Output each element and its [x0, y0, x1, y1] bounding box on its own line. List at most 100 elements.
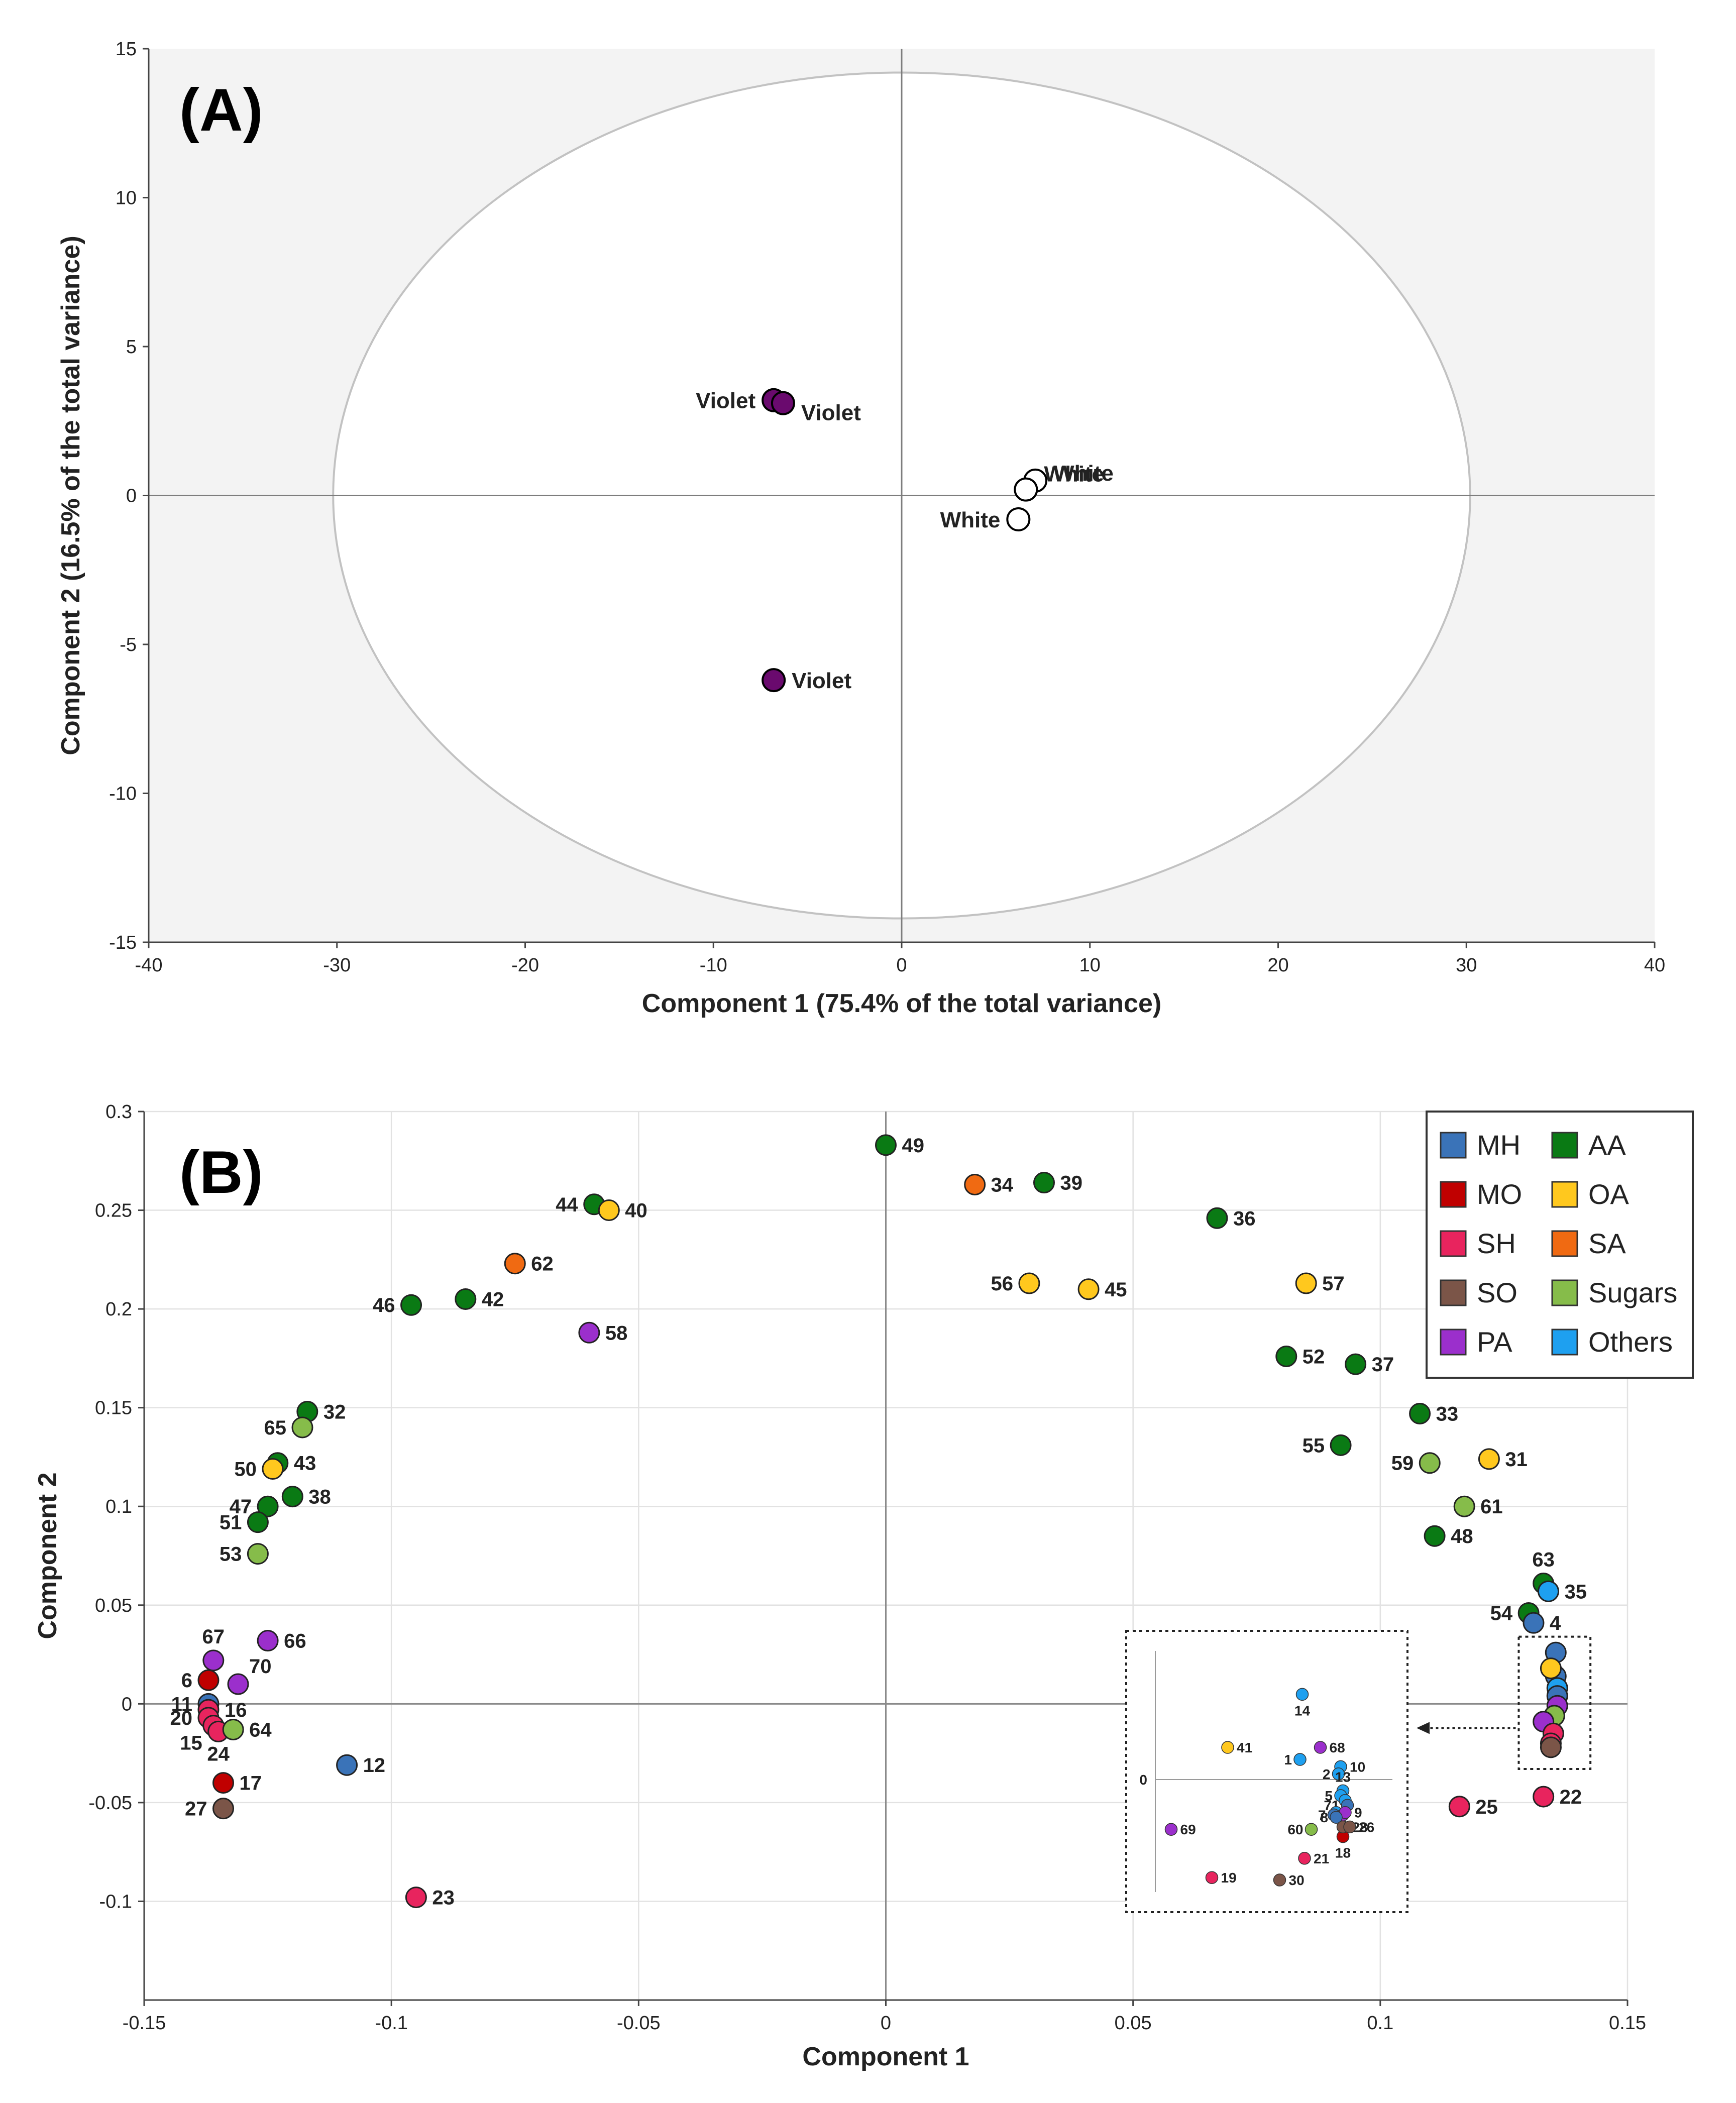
legend-swatch-sugars	[1551, 1279, 1578, 1306]
variable-label: 61	[1480, 1496, 1503, 1518]
y-tick-label-b: 0.15	[95, 1398, 132, 1419]
point-label-a: White	[940, 508, 1001, 532]
variable-label: 64	[249, 1719, 272, 1741]
x-axis-title-b: Component 1	[802, 2042, 969, 2071]
inset-point-sh	[1298, 1852, 1311, 1865]
y-tick-label-a: -5	[120, 634, 137, 655]
panel-a: -40 -30 -20 -10 0 10 20 30 40 15 10 5 0 -5 -10 -15 Compo…	[56, 39, 1665, 1018]
legend-label-mh: MH	[1477, 1129, 1521, 1161]
variable-label: 62	[531, 1253, 554, 1275]
variable-label: 45	[1105, 1279, 1127, 1301]
variable-label: 67	[202, 1626, 225, 1648]
variable-label: 34	[991, 1174, 1014, 1196]
inset-variable-label: 18	[1335, 1845, 1351, 1861]
variable-point-oa	[1295, 1272, 1317, 1294]
x-tick-label-a: -10	[700, 955, 727, 976]
inset-variable-label: 8	[1320, 1810, 1328, 1825]
cluster-highlight-box	[1517, 1635, 1592, 1770]
inset-variable-label: 19	[1221, 1870, 1237, 1886]
legend-label-mo: MO	[1477, 1178, 1522, 1210]
x-tick-label-b: -0.15	[123, 2013, 166, 2034]
y-tick-label-a: 10	[116, 188, 137, 209]
variable-label: 37	[1372, 1354, 1394, 1376]
inset-point-pa	[1314, 1741, 1327, 1754]
x-tick-label-b: -0.05	[617, 2013, 661, 2034]
x-tick-label-b: 0.1	[1367, 2013, 1393, 2034]
legend-label-sa: SA	[1588, 1228, 1626, 1259]
inset-zero-label: 0	[1139, 1772, 1147, 1788]
y-tick-label-b: 0.05	[95, 1595, 132, 1616]
variable-point-aa	[875, 1134, 897, 1156]
variable-label: 24	[207, 1743, 230, 1765]
x-tick-label-a: 0	[896, 955, 907, 976]
variable-point-sugars	[1453, 1495, 1475, 1517]
inset-point-sh	[1205, 1871, 1219, 1884]
inset-variable-label: 13	[1335, 1769, 1351, 1785]
variable-point-sh	[1533, 1786, 1555, 1808]
point-label-a: Violet	[801, 401, 861, 425]
variable-label: 40	[625, 1200, 647, 1222]
variable-point-aa	[1424, 1525, 1446, 1547]
y-tick-label-b: 0.1	[105, 1496, 132, 1517]
panel-b: -0.15 -0.1 -0.05 0 0.05 0.1 0.150.30.250.20.15…	[33, 1101, 1694, 2071]
variable-point-aa	[455, 1288, 477, 1310]
variable-point-mh	[1523, 1612, 1545, 1634]
inset-variable-label: 41	[1237, 1740, 1252, 1755]
inset-variable-label: 1	[1284, 1752, 1292, 1767]
legend-label-others: Others	[1588, 1326, 1673, 1358]
variable-label: 11	[171, 1693, 192, 1715]
variable-point-aa	[1409, 1402, 1431, 1424]
variable-label: 49	[902, 1135, 925, 1157]
y-axis-title-b: Component 2	[33, 1472, 62, 1639]
variable-label: 63	[1532, 1549, 1555, 1571]
variable-label: 4	[1550, 1612, 1561, 1634]
y-tick-label-a: 15	[116, 39, 137, 60]
variable-point-oa	[598, 1199, 620, 1222]
y-axis-title-a: Component 2 (16.5% of the total variance…	[56, 236, 85, 755]
x-tick-label-a: -20	[511, 955, 539, 976]
y-tick-label-b: 0.2	[105, 1299, 132, 1320]
variable-label: 47	[230, 1496, 252, 1518]
variable-point-sh	[405, 1887, 427, 1909]
variable-label: 54	[1490, 1603, 1513, 1625]
y-tick-label-a: -10	[109, 784, 137, 805]
variable-label: 22	[1560, 1786, 1582, 1808]
variable-point-sugars	[1419, 1452, 1441, 1474]
variable-label: 27	[185, 1798, 207, 1820]
variable-point-oa	[1478, 1448, 1500, 1470]
inset-point-sugars	[1305, 1823, 1318, 1836]
variable-label: 57	[1322, 1273, 1345, 1295]
x-axis-title-a: Component 1 (75.4% of the total variance…	[642, 989, 1161, 1018]
variable-point-sh	[1448, 1796, 1470, 1818]
variable-point-pa	[578, 1321, 600, 1344]
variable-point-aa	[1330, 1434, 1352, 1456]
variable-label: 65	[264, 1417, 286, 1439]
variable-point-aa	[1033, 1172, 1055, 1194]
legend-swatch-sa	[1551, 1230, 1578, 1257]
variable-label: 16	[225, 1699, 247, 1721]
variable-point-sa	[504, 1253, 526, 1275]
inset-variable-label: 7	[1318, 1807, 1326, 1823]
variable-point-sugars	[222, 1718, 244, 1740]
inset-point-oa	[1221, 1741, 1234, 1754]
y-tick-label-a: 5	[126, 337, 137, 358]
cluster-point-oa	[1540, 1657, 1562, 1680]
point-label-a: White	[1053, 461, 1114, 486]
variable-label: 51	[220, 1512, 242, 1534]
variable-point-oa	[1018, 1272, 1040, 1294]
inset-point-so	[1343, 1820, 1356, 1834]
variable-point-aa	[281, 1486, 303, 1508]
inset-variable-label: 26	[1359, 1819, 1374, 1835]
y-tick-label-b: 0.25	[95, 1200, 132, 1222]
x-tick-label-b: 0.15	[1609, 2013, 1646, 2034]
y-tick-label-b: 0.3	[105, 1101, 132, 1123]
inset-variable-label: 21	[1314, 1851, 1329, 1866]
variable-point-pa	[202, 1649, 225, 1672]
variable-label: 44	[556, 1194, 578, 1216]
variable-point-pa	[257, 1630, 279, 1652]
inset-box	[1125, 1630, 1408, 1913]
variable-label: 50	[234, 1459, 257, 1481]
variable-label: 35	[1565, 1581, 1587, 1603]
variable-label: 66	[284, 1630, 306, 1652]
variable-label: 43	[294, 1453, 316, 1475]
